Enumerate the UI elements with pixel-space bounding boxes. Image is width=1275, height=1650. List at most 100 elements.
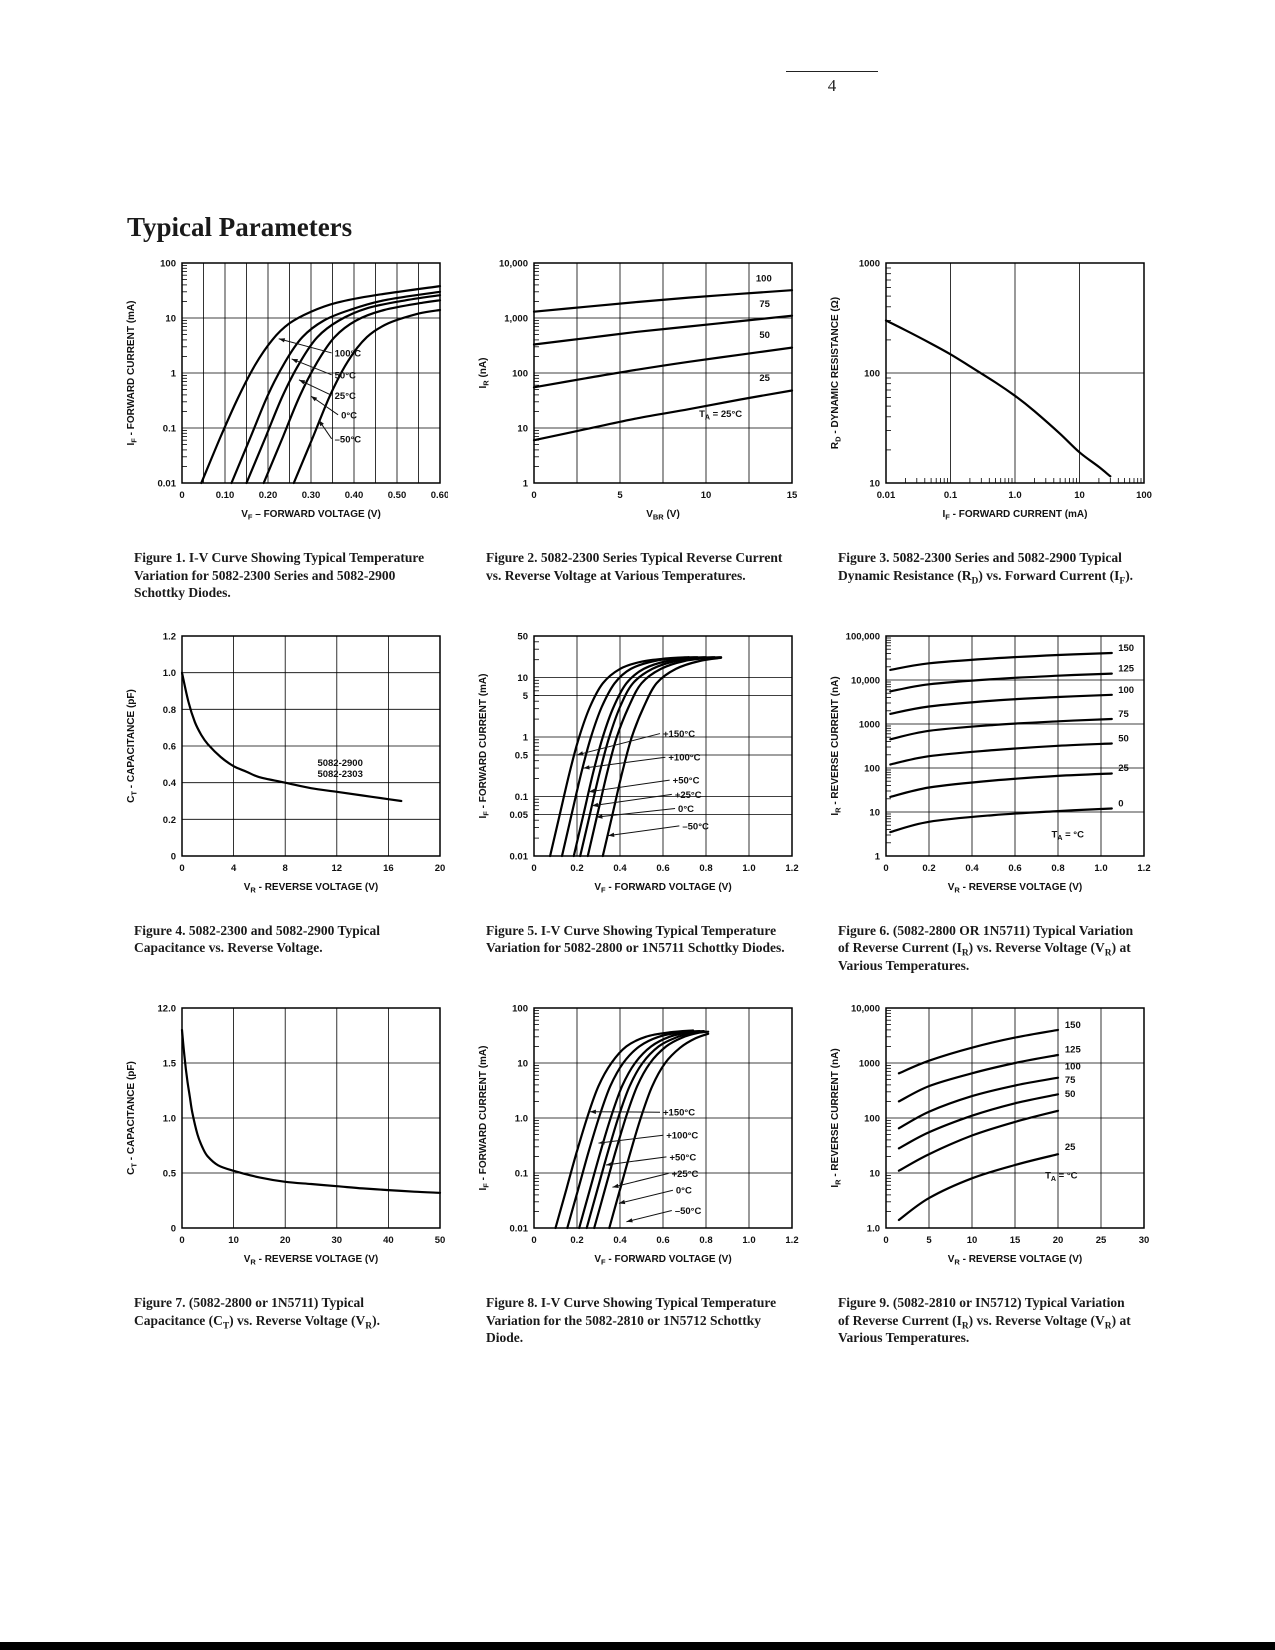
figure-9-chart: 0 5 10 15 20 25 30 10,000 1000 100 10 1.0 150 125 100 7…	[830, 1004, 1150, 1267]
curve-label: 50	[759, 330, 770, 341]
x-tick-label: 4	[231, 863, 237, 874]
x-tick-label: 10	[701, 490, 712, 501]
x-tick-label: 1.2	[1137, 863, 1150, 874]
y-tick-label: 10	[869, 479, 880, 490]
y-tick-labels: 100,000 10,000 1000 100 10 1	[846, 631, 881, 862]
curve-label: TA = °C	[1052, 829, 1085, 842]
x-tick-label: 1.0	[742, 863, 755, 874]
figure-7-chart: 0 10 20 30 40 50 12.0 1.5 1.0 0.5 0 VR - REVERSE VO…	[126, 1004, 445, 1267]
curve-+150°C	[554, 1029, 695, 1230]
curve-label: 75	[759, 299, 770, 310]
x-tick-labels: 0.01 0.1 1.0 10 100	[877, 490, 1152, 501]
curve-label: 0°C	[676, 1186, 692, 1197]
y-axis-label: IF - FORWARD CURRENT (mA)	[478, 673, 491, 818]
figure-2-caption: Figure 2. 5082-2300 Series Typical Rever…	[486, 550, 783, 583]
y-tick-label: 0	[171, 1224, 176, 1235]
y-tick-label: 10	[869, 807, 880, 818]
annotations: 100°C 50°C 25°C 0°C –50°C	[278, 338, 361, 445]
y-tick-label: 1,000	[504, 314, 528, 325]
figure-6-chart: 0 0.2 0.4 0.6 0.8 1.0 1.2100,00010,00010001001…	[830, 631, 1151, 894]
series	[532, 289, 794, 442]
y-tick-label: 100	[864, 1114, 880, 1125]
x-axis-label: VR - REVERSE VOLTAGE (V)	[244, 882, 379, 895]
y-tick-labels: 100 10 1.0 0.1 0.01	[510, 1004, 529, 1235]
curve-label: 100	[1065, 1062, 1081, 1073]
gridlines	[182, 1008, 440, 1229]
y-tick-label: 0.1	[515, 1169, 529, 1180]
y-tick-label: 0	[171, 851, 176, 862]
y-tick-label: 0.8	[163, 704, 176, 715]
x-tick-label: 0	[531, 1235, 536, 1246]
figure-9-caption: Figure 9. (5082-2810 or IN5712) Typical …	[838, 1295, 1131, 1346]
y-tick-label: 0.01	[510, 851, 529, 862]
curve-50	[897, 1109, 1060, 1173]
curve-label: 50°C	[335, 370, 356, 381]
annotations: 150 125 100 75 50 25 0 TA = °C	[1052, 642, 1135, 841]
curve-label: 50	[1118, 733, 1129, 744]
curve-100	[897, 1076, 1060, 1130]
y-tick-label: 1000	[859, 1059, 880, 1070]
y-tick-label: 10	[869, 1169, 880, 1180]
x-tick-label: 1.2	[785, 1235, 798, 1246]
arrowhead	[278, 338, 286, 343]
x-tick-label: 20	[280, 1235, 291, 1246]
curve-label: 25	[1065, 1142, 1076, 1153]
curve-label: +25°C	[672, 1169, 699, 1180]
x-axis-label: VF – FORWARD VOLTAGE (V)	[241, 509, 381, 522]
curve-label: 100	[756, 274, 772, 285]
y-axis-label: IR - REVERSE CURRENT (nA)	[830, 1049, 843, 1188]
y-tick-label: 1	[171, 369, 177, 380]
curve-50°C	[230, 290, 442, 485]
y-tick-label: 10	[517, 1059, 528, 1070]
curve-label: TA = °C	[1045, 1171, 1078, 1184]
y-axis-label: RD - DYNAMIC RESISTANCE (Ω)	[830, 297, 843, 449]
arrowhead	[598, 1140, 605, 1145]
plot-frame	[885, 262, 1145, 484]
x-tick-label: 10	[1074, 490, 1085, 501]
figures-grid: 0 0.10 0.20 0.30 0.40 0.50 0.60 100 10 1 0.1 0.01 10…	[118, 253, 1160, 1347]
curve-0°C	[586, 655, 723, 857]
series	[200, 285, 442, 485]
curve-100	[889, 693, 1113, 715]
y-tick-labels: 10,000 1000 100 10 1.0	[851, 1004, 880, 1235]
x-axis-label: VF - FORWARD VOLTAGE (V)	[594, 1254, 731, 1267]
y-tick-label: 12.0	[158, 1004, 177, 1015]
figure-3-chart: 0.01 0.1 1.0 10 100 1000 100 10 IF - FORWARD CUR…	[830, 259, 1152, 522]
x-tick-label: 0.4	[613, 863, 627, 874]
curve-label: 150	[1065, 1020, 1081, 1031]
y-tick-label: 1	[523, 732, 529, 743]
y-tick-label: 100	[864, 763, 880, 774]
y-tick-label: 0.1	[163, 424, 177, 435]
x-tick-label: 10	[967, 1235, 978, 1246]
annotations: +150°C +100°C +50°C +25°C 0°C –50°C	[576, 729, 709, 837]
y-axis-label: IF - FORWARD CURRENT (mA)	[478, 1046, 491, 1191]
x-tick-labels: 0 5 10 15	[531, 490, 798, 501]
annotations: +150°C +100°C +50°C +25°C 0°C –50°C	[589, 1108, 701, 1223]
x-axis-label: VR - REVERSE VOLTAGE (V)	[244, 1254, 379, 1267]
x-tick-labels: 0 0.2 0.4 0.6 0.8 1.0 1.2	[883, 863, 1150, 874]
x-tick-label: 0.2	[570, 1235, 583, 1246]
x-tick-label: 5	[617, 490, 623, 501]
curve-100	[532, 289, 794, 313]
x-tick-label: 16	[383, 863, 394, 874]
curve-label: 0°C	[678, 804, 694, 815]
curve-+25°C	[585, 1030, 708, 1230]
y-tick-labels: 1000 100 10	[859, 259, 880, 490]
curve-label: +50°C	[673, 775, 700, 786]
plot-frame	[533, 634, 793, 857]
figure-4-caption: Figure 4. 5082-2300 and 5082-2900 Typica…	[134, 922, 381, 956]
x-tick-label: 0.8	[1051, 863, 1064, 874]
x-tick-label: 1.0	[1008, 490, 1021, 501]
x-tick-label: 0	[179, 490, 184, 501]
curve-150	[897, 1029, 1060, 1075]
x-tick-label: 30	[1139, 1235, 1150, 1246]
curve-label: +100°C	[668, 752, 700, 763]
x-tick-label: 0.40	[345, 490, 364, 501]
x-tick-label: 0.8	[699, 1235, 712, 1246]
y-tick-label: 1.2	[163, 631, 176, 642]
curve-label: 25	[1118, 763, 1129, 774]
arrowhead	[311, 396, 318, 402]
curve-75	[897, 1093, 1060, 1150]
x-tick-label: 10	[228, 1235, 239, 1246]
x-tick-label: 0.4	[613, 1235, 627, 1246]
